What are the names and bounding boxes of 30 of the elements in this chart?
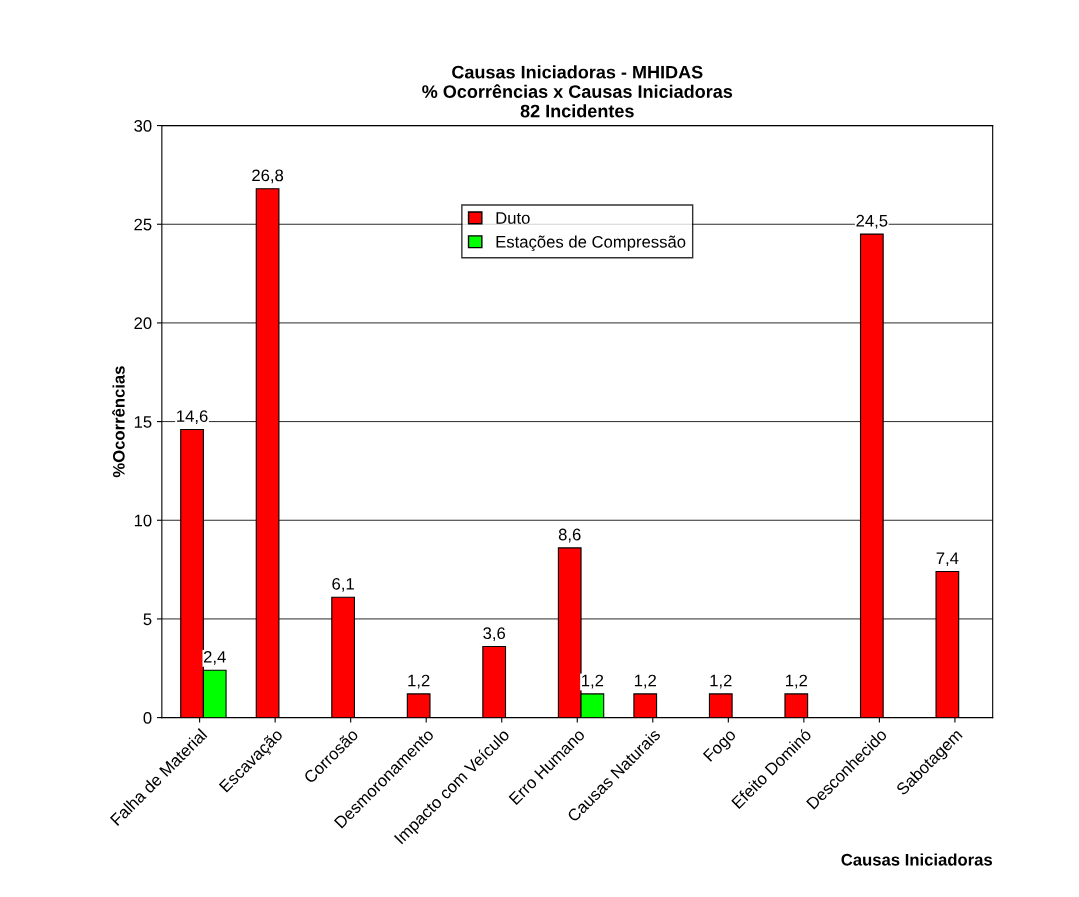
data-label: 3,6 (483, 627, 506, 642)
data-label: 1,2 (582, 674, 604, 689)
y-tick-label: 0 (143, 712, 152, 724)
y-tick-label: 15 (134, 416, 152, 428)
chart-title: Causas Iniciadoras - MHIDAS % Ocorrências x Causas Iniciadoras 82 Incidentes (422, 65, 733, 118)
x-axis-title: Causas Iniciadoras (841, 853, 993, 866)
bar (482, 646, 507, 718)
data-label: 6,1 (332, 577, 354, 592)
bar (633, 693, 658, 718)
data-label: 1,2 (785, 674, 808, 689)
data-label: 1,2 (634, 674, 656, 689)
bar (708, 693, 733, 718)
legend-label: Duto (496, 212, 530, 224)
y-tick-label: 5 (143, 613, 152, 626)
data-label: 14,6 (177, 410, 208, 424)
y-tick-label: 25 (134, 218, 152, 231)
data-label: 26,8 (252, 169, 284, 184)
data-label: 2,4 (203, 650, 226, 665)
data-label: 7,4 (936, 552, 959, 567)
legend-label: Estações de Compressão (496, 235, 686, 252)
data-label: 24,5 (856, 214, 888, 229)
data-label: 1,2 (408, 674, 430, 689)
bar (406, 693, 431, 718)
y-tick-label: 10 (134, 514, 152, 527)
y-tick-label: 30 (134, 119, 152, 132)
data-label: 1,2 (710, 674, 732, 689)
y-axis-title: %Ocorrências (112, 366, 125, 478)
y-tick-label: 20 (134, 317, 152, 330)
bar (784, 693, 809, 718)
data-label: 8,6 (558, 528, 581, 543)
